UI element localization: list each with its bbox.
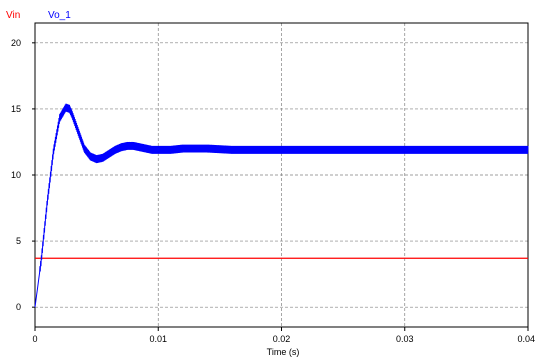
chart-grid bbox=[35, 23, 528, 327]
legend-entry-vo-1: Vo_1 bbox=[48, 10, 71, 21]
y-tick-label: 0 bbox=[16, 302, 21, 312]
x-axis-label: Time (s) bbox=[267, 347, 300, 357]
x-tick-label: 0.04 bbox=[517, 334, 535, 344]
chart-legend: Vin Vo_1 bbox=[6, 10, 71, 21]
series-layer bbox=[34, 103, 529, 308]
y-axis: 0 5 10 15 20 bbox=[11, 38, 35, 312]
legend-entry-vin: Vin bbox=[6, 10, 20, 21]
y-tick-label: 15 bbox=[11, 104, 21, 114]
x-tick-label: 0 bbox=[32, 334, 37, 344]
x-axis: 0 0.01 0.02 0.03 0.04 bbox=[32, 327, 535, 344]
y-tick-label: 20 bbox=[11, 38, 21, 48]
y-tick-label: 10 bbox=[11, 170, 21, 180]
x-tick-label: 0.01 bbox=[149, 334, 167, 344]
series-line-vo-1 bbox=[34, 103, 529, 308]
y-tick-label: 5 bbox=[16, 236, 21, 246]
x-tick-label: 0.02 bbox=[273, 334, 291, 344]
x-tick-label: 0.03 bbox=[396, 334, 414, 344]
